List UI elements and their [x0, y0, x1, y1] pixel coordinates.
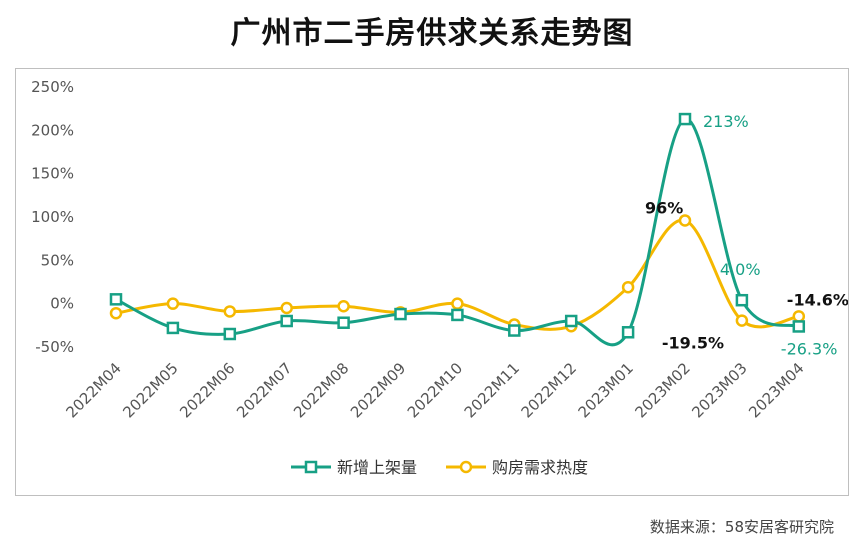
- y-tick-label: 150%: [31, 165, 74, 183]
- x-tick-label: 2023M02: [631, 359, 693, 421]
- data-point: [280, 301, 293, 315]
- data-point: [678, 214, 692, 227]
- data-point: [451, 297, 464, 310]
- x-tick-label: 2022M08: [290, 359, 352, 421]
- y-axis: 250% 200% 150% 100% 50% 0% -50%: [31, 78, 74, 356]
- y-tick-label: 50%: [41, 251, 74, 269]
- x-tick-label: 2023M03: [688, 359, 750, 421]
- x-tick-label: 2022M07: [233, 359, 295, 421]
- x-tick-label: 2023M01: [575, 359, 637, 421]
- legend[interactable]: 新增上架量 购房需求热度: [291, 458, 588, 477]
- data-point: [394, 307, 407, 321]
- data-point: [166, 321, 180, 335]
- y-tick-label: 250%: [31, 78, 74, 96]
- y-tick-label: 100%: [31, 208, 74, 226]
- data-label: 96%: [645, 198, 683, 217]
- data-label: 4.0%: [720, 260, 761, 279]
- x-tick-label: 2022M09: [347, 359, 409, 421]
- x-tick-label: 2022M11: [461, 359, 523, 421]
- chart-title: 广州市二手房供求关系走势图: [230, 16, 634, 51]
- data-point: [621, 326, 635, 339]
- x-tick-label: 2023M04: [745, 359, 807, 421]
- data-point: [621, 280, 635, 294]
- data-point: [451, 308, 464, 322]
- data-label: -14.6%: [787, 290, 848, 309]
- x-tick-label: 2022M10: [404, 359, 466, 421]
- data-point: [792, 320, 806, 333]
- data-label: -26.3%: [781, 339, 838, 358]
- series-markers: [109, 112, 806, 341]
- data-point: [109, 306, 123, 320]
- data-point: [280, 314, 293, 328]
- data-point: [735, 293, 749, 307]
- data-labels: 213% 4.0% -26.3% 96% -19.5% -14.6%: [645, 112, 848, 358]
- data-label: -19.5%: [662, 334, 724, 353]
- y-tick-label: 200%: [31, 121, 74, 139]
- data-point: [166, 297, 180, 310]
- y-tick-label: -50%: [35, 338, 74, 356]
- data-point: [337, 316, 350, 329]
- data-label: 213%: [703, 112, 749, 131]
- data-point: [678, 112, 692, 126]
- chart-plot: 250% 200% 150% 100% 50% 0% -50% 2022M042022M05…: [31, 78, 848, 477]
- data-point: [508, 324, 521, 337]
- source-note: 数据来源：58安居客研究院: [649, 518, 834, 536]
- x-tick-label: 2022M12: [518, 359, 580, 421]
- data-point: [223, 305, 237, 318]
- chart-frame: 250% 200% 150% 100% 50% 0% -50% 2022M04 2022M05…: [15, 68, 849, 496]
- legend-swatch-marker: [304, 460, 318, 474]
- data-point: [735, 314, 749, 327]
- data-point: [109, 293, 123, 306]
- data-point: [223, 327, 237, 341]
- x-tick-label: 2022M05: [119, 359, 181, 421]
- data-point: [337, 300, 350, 313]
- data-point: [564, 314, 578, 328]
- data-point: [792, 310, 806, 323]
- legend-swatch-marker: [459, 460, 473, 474]
- legend-label: 购房需求热度: [492, 458, 588, 477]
- y-tick-label: 0%: [50, 295, 74, 313]
- legend-label: 新增上架量: [337, 458, 417, 477]
- x-tick-label: 2022M06: [176, 359, 238, 421]
- x-tick-label: 2022M04: [62, 359, 124, 421]
- x-axis: 2022M042022M052022M062022M072022M082022M…: [62, 359, 807, 421]
